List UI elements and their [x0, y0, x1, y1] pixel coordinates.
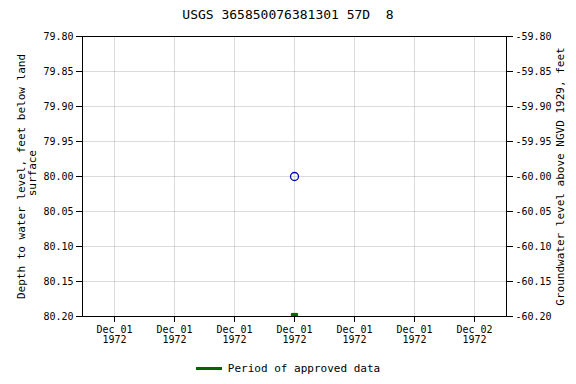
svg-text:-59.85: -59.85 — [516, 66, 552, 77]
svg-text:Dec 011972: Dec 011972 — [276, 324, 312, 345]
svg-text:79.90: 79.90 — [43, 101, 73, 112]
svg-text:80.05: 80.05 — [43, 206, 73, 217]
svg-text:-59.90: -59.90 — [516, 101, 552, 112]
svg-text:80.00: 80.00 — [43, 171, 73, 182]
svg-text:80.10: 80.10 — [43, 241, 73, 252]
svg-text:80.20: 80.20 — [43, 311, 73, 322]
svg-text:Dec 011972: Dec 011972 — [336, 324, 372, 345]
svg-text:-59.95: -59.95 — [516, 136, 552, 147]
svg-text:-60.15: -60.15 — [516, 276, 552, 287]
svg-text:-60.10: -60.10 — [516, 241, 552, 252]
svg-text:79.85: 79.85 — [43, 66, 73, 77]
svg-text:Dec 021972: Dec 021972 — [456, 324, 492, 345]
svg-text:79.95: 79.95 — [43, 136, 73, 147]
svg-text:Dec 011972: Dec 011972 — [216, 324, 252, 345]
svg-text:-60.05: -60.05 — [516, 206, 552, 217]
html-text:USGS 365850076381301 57D 8: USGS 365850076381301 57D 8 — [182, 7, 394, 22]
svg-text:Depth to water level, feet bel: Depth to water level, feet below land su… — [15, 54, 39, 299]
svg-text:Dec 011972: Dec 011972 — [96, 324, 132, 345]
svg-text:Groundwater level above NGVD 1: Groundwater level above NGVD 1929, feet — [554, 47, 567, 305]
svg-text:-60.00: -60.00 — [516, 171, 552, 182]
html-text:Period of approved data: Period of approved data — [227, 361, 381, 375]
svg-text:80.15: 80.15 — [43, 276, 73, 287]
svg-text:-59.80: -59.80 — [516, 31, 552, 42]
svg-text:-60.20: -60.20 — [516, 311, 552, 322]
svg-text:79.80: 79.80 — [43, 31, 73, 42]
svg-text:Dec 011972: Dec 011972 — [156, 324, 192, 345]
svg-text:Dec 011972: Dec 011972 — [396, 324, 432, 345]
